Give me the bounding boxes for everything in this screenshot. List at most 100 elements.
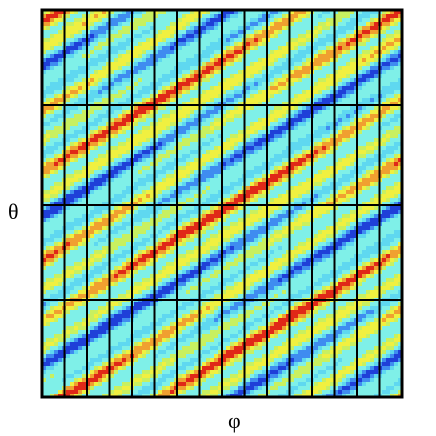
heatmap-cell bbox=[142, 242, 146, 246]
heatmap-cell bbox=[146, 178, 150, 182]
heatmap-cell bbox=[66, 146, 70, 150]
heatmap-cell bbox=[234, 226, 238, 230]
heatmap-cell bbox=[222, 286, 226, 290]
heatmap-cell bbox=[114, 306, 118, 310]
heatmap-cell bbox=[210, 246, 214, 250]
heatmap-cell bbox=[230, 270, 234, 274]
heatmap-cell bbox=[110, 34, 114, 38]
heatmap-cell bbox=[42, 314, 46, 318]
heatmap-cell bbox=[94, 66, 98, 70]
heatmap-cell bbox=[74, 250, 78, 254]
heatmap-cell bbox=[106, 118, 110, 122]
heatmap-cell bbox=[222, 326, 226, 330]
heatmap-cell bbox=[66, 50, 70, 54]
heatmap-cell bbox=[202, 18, 206, 22]
heatmap-cell bbox=[66, 94, 70, 98]
heatmap-cell bbox=[126, 338, 130, 342]
heatmap-cell bbox=[138, 182, 142, 186]
heatmap-cell bbox=[42, 74, 46, 78]
heatmap-cell bbox=[142, 58, 146, 62]
heatmap-cell bbox=[210, 314, 214, 318]
heatmap-cell bbox=[122, 154, 126, 158]
heatmap-cell bbox=[114, 250, 118, 254]
heatmap-cell bbox=[78, 262, 82, 266]
heatmap-cell bbox=[226, 142, 230, 146]
heatmap-cell bbox=[98, 354, 102, 358]
heatmap-cell bbox=[234, 78, 238, 82]
heatmap-cell bbox=[50, 306, 54, 310]
heatmap-cell bbox=[210, 310, 214, 314]
heatmap-cell bbox=[138, 206, 142, 210]
heatmap-cell bbox=[114, 342, 118, 346]
heatmap-cell bbox=[110, 254, 114, 258]
heatmap-cell bbox=[114, 218, 118, 222]
heatmap-cell bbox=[166, 258, 170, 262]
heatmap-cell bbox=[142, 162, 146, 166]
heatmap-cell bbox=[118, 38, 122, 42]
heatmap-cell bbox=[94, 14, 98, 18]
heatmap-cell bbox=[74, 234, 78, 238]
heatmap-cell bbox=[178, 90, 182, 94]
heatmap-cell bbox=[166, 186, 170, 190]
heatmap-cell bbox=[114, 350, 118, 354]
heatmap-cell bbox=[150, 218, 154, 222]
heatmap-cell bbox=[158, 86, 162, 90]
heatmap-cell bbox=[98, 290, 102, 294]
heatmap-cell bbox=[134, 198, 138, 202]
heatmap-cell bbox=[106, 326, 110, 330]
heatmap-cell bbox=[70, 362, 74, 366]
heatmap-cell bbox=[178, 378, 182, 382]
heatmap-cell bbox=[106, 238, 110, 242]
heatmap-cell bbox=[106, 134, 110, 138]
heatmap-cell bbox=[74, 42, 78, 46]
heatmap-cell bbox=[166, 70, 170, 74]
heatmap-cell bbox=[42, 222, 46, 226]
heatmap-cell bbox=[234, 18, 238, 22]
heatmap-cell bbox=[90, 238, 94, 242]
heatmap-cell bbox=[126, 22, 130, 26]
heatmap-cell bbox=[226, 226, 230, 230]
heatmap-cell bbox=[122, 250, 126, 254]
heatmap-cell bbox=[138, 354, 142, 358]
heatmap-cell bbox=[42, 258, 46, 262]
heatmap-cell bbox=[106, 54, 110, 58]
heatmap-cell bbox=[162, 74, 166, 78]
heatmap-cell bbox=[218, 82, 222, 86]
heatmap-cell bbox=[138, 130, 142, 134]
heatmap-cell bbox=[166, 326, 170, 330]
heatmap-cell bbox=[110, 214, 114, 218]
heatmap-cell bbox=[106, 106, 110, 110]
heatmap-cell bbox=[58, 226, 62, 230]
heatmap-cell bbox=[110, 238, 114, 242]
heatmap-cell bbox=[186, 130, 190, 134]
heatmap-cell bbox=[166, 118, 170, 122]
heatmap-cell bbox=[74, 370, 78, 374]
heatmap-cell bbox=[50, 42, 54, 46]
heatmap-cell bbox=[178, 386, 182, 390]
heatmap-cell bbox=[150, 162, 154, 166]
heatmap-cell bbox=[58, 246, 62, 250]
heatmap-cell bbox=[178, 374, 182, 378]
heatmap-cell bbox=[190, 134, 194, 138]
heatmap-cell bbox=[70, 182, 74, 186]
heatmap-cell bbox=[46, 186, 50, 190]
heatmap-cell bbox=[218, 214, 222, 218]
heatmap-cell bbox=[182, 10, 186, 14]
heatmap-cell bbox=[106, 86, 110, 90]
heatmap-cell bbox=[122, 218, 126, 222]
heatmap-cell bbox=[78, 54, 82, 58]
heatmap-cell bbox=[102, 270, 106, 274]
heatmap-cell bbox=[118, 34, 122, 38]
heatmap-cell bbox=[154, 230, 158, 234]
heatmap-cell bbox=[118, 138, 122, 142]
heatmap-cell bbox=[50, 178, 54, 182]
heatmap-cell bbox=[50, 382, 54, 386]
heatmap-cell bbox=[162, 342, 166, 346]
heatmap-cell bbox=[134, 162, 138, 166]
heatmap-cell bbox=[186, 226, 190, 230]
heatmap-cell bbox=[170, 334, 174, 338]
heatmap-cell bbox=[146, 270, 150, 274]
heatmap-cell bbox=[226, 238, 230, 242]
heatmap-cell bbox=[102, 70, 106, 74]
heatmap-cell bbox=[110, 162, 114, 166]
